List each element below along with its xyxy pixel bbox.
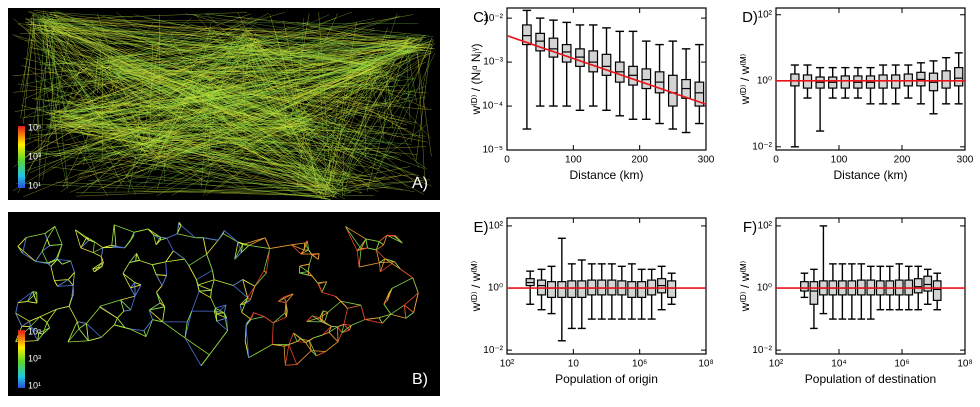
x-tick-label: 200 (894, 155, 911, 166)
box (568, 281, 576, 298)
x-tick-label: 10⁸ (698, 359, 713, 370)
box (791, 74, 799, 86)
x-tick-label: 100 (565, 155, 582, 166)
box (904, 74, 912, 86)
x-tick-label: 300 (957, 155, 974, 166)
box (578, 281, 586, 298)
panel-label: A) (412, 175, 428, 192)
panel-label: F) (743, 219, 757, 236)
colorbar-a (18, 126, 25, 188)
x-tick-label: 10⁴ (831, 359, 846, 370)
x-axis-label: Distance (km) (833, 168, 907, 182)
y-tick-label: 10² (758, 9, 773, 20)
x-tick-label: 200 (631, 155, 648, 166)
box (914, 279, 922, 293)
y-tick-label: 10⁰ (757, 283, 772, 294)
box (933, 281, 941, 301)
y-tick-label: 10⁰ (488, 283, 503, 294)
x-tick-label: 10² (769, 359, 784, 370)
box (628, 282, 636, 298)
colorbar-label: 10⁵ (28, 326, 42, 336)
x-tick-label: 10⁸ (957, 359, 972, 370)
colorbar-label: 10¹ (28, 380, 41, 390)
y-axis-label: w⁽ᴰ⁾ / w⁽ᴹ⁾ (738, 261, 752, 313)
panel-label: E) (474, 219, 489, 236)
box (810, 282, 818, 305)
box (801, 282, 809, 291)
x-tick-label: 10⁶ (632, 359, 647, 370)
y-tick-label: 10⁰ (757, 75, 772, 86)
panel-label: D) (742, 9, 758, 26)
map-b-background (8, 212, 440, 396)
y-tick-label: 10⁻² (483, 345, 503, 356)
box (558, 282, 566, 298)
y-tick-label: 10⁻³ (483, 57, 503, 68)
x-axis-label: Population of destination (805, 372, 936, 386)
x-tick-label: 300 (698, 155, 715, 166)
box (589, 51, 598, 72)
box (942, 71, 950, 88)
box (602, 54, 611, 75)
colorbar-label: 10¹ (28, 180, 41, 190)
y-tick-label: 10⁻² (752, 141, 772, 152)
colorbar-label: 10³ (28, 151, 41, 161)
y-axis-label: w⁽ᴰ⁾ / w⁽ᴹ⁾ (469, 261, 483, 313)
box-chart: 10⁻² 10⁰ 10² 10² 10 10⁶ 10⁸ Population of origi… (469, 218, 714, 386)
box-chart: 10⁻² 10⁰ 10² 10² 10⁴ 10⁶ 10⁸ Population of dest… (738, 218, 973, 386)
box-chart: 10⁻² 10⁰ 10² 0 100 200 300 Distance (km) w⁽ᴰ⁾ / … (738, 8, 974, 182)
panel-label: B) (412, 371, 428, 388)
x-tick-label: 10⁶ (894, 359, 909, 370)
box (638, 282, 646, 298)
x-tick-label: 100 (831, 155, 848, 166)
y-axis-label: w⁽ᴰ⁾ / (Nᵢᵅ Nⱼᵞ) (469, 44, 483, 116)
x-tick-label: 10 (568, 359, 580, 370)
y-tick-label: 10⁻² (752, 345, 772, 356)
y-axis-label: w⁽ᴰ⁾ / w⁽ᴹ⁾ (738, 54, 752, 106)
panel-label: C) (473, 9, 489, 26)
network-edge (331, 326, 337, 327)
network-edge (113, 247, 125, 248)
x-tick-label: 10² (500, 359, 515, 370)
colorbar-b (18, 330, 25, 388)
colorbar-label: 10³ (28, 353, 41, 363)
box (841, 76, 849, 88)
y-tick-label: 10⁻⁴ (482, 101, 503, 112)
box (562, 45, 571, 62)
y-tick-label: 10² (489, 221, 504, 232)
x-tick-label: 0 (773, 155, 779, 166)
box (668, 281, 676, 298)
x-axis-label: Population of origin (555, 372, 658, 386)
box (549, 38, 558, 57)
y-tick-label: 10⁻⁵ (482, 145, 503, 156)
colorbar-label: 10⁵ (28, 122, 42, 132)
x-tick-label: 0 (504, 155, 510, 166)
x-axis-label: Distance (km) (569, 168, 643, 182)
y-tick-label: 10² (758, 221, 773, 232)
box (955, 68, 963, 86)
box (548, 282, 556, 298)
box (642, 69, 651, 89)
box (669, 75, 678, 106)
